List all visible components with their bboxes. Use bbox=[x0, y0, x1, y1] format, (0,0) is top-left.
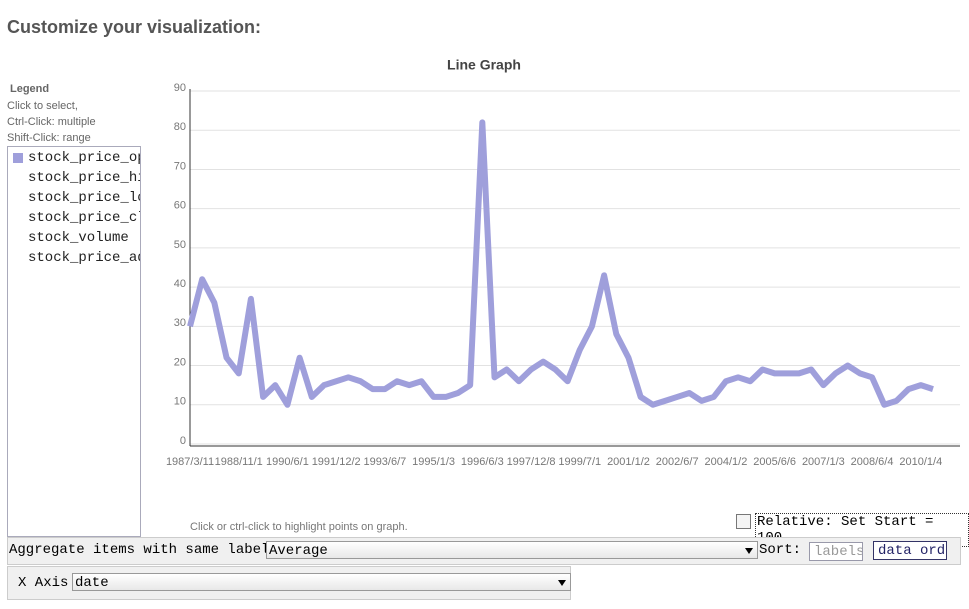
checkbox[interactable] bbox=[736, 514, 751, 529]
sort-label: Sort: bbox=[759, 542, 802, 558]
x-tick-label: 1990/6/1 bbox=[266, 456, 309, 468]
sort-button[interactable]: data orde bbox=[873, 541, 947, 560]
y-tick-label: 90 bbox=[174, 82, 186, 94]
y-tick-label: 40 bbox=[174, 278, 186, 290]
x-tick-label: 2007/1/3 bbox=[802, 456, 845, 468]
x-tick-label: 2004/1/2 bbox=[705, 456, 748, 468]
x-tick-label: 2008/6/4 bbox=[851, 456, 894, 468]
legend-item[interactable]: stock_price_hi bbox=[28, 170, 141, 186]
y-tick-label: 20 bbox=[174, 356, 186, 368]
x-axis-label: X Axis bbox=[18, 575, 69, 591]
chart-title: Line Graph bbox=[447, 57, 521, 73]
chart-hint: Click or ctrl-click to highlight points … bbox=[190, 521, 408, 533]
select-arrow bbox=[558, 580, 566, 586]
y-tick-label: 50 bbox=[174, 239, 186, 251]
x-tick-label: 2002/6/7 bbox=[656, 456, 699, 468]
y-tick-label: 10 bbox=[174, 396, 186, 408]
y-tick-label: 70 bbox=[174, 160, 186, 172]
x-tick-label: 1995/1/3 bbox=[412, 456, 455, 468]
legend-item[interactable]: stock_price_ad bbox=[28, 250, 141, 266]
x-tick-label: 1997/12/8 bbox=[507, 456, 556, 468]
select-value: date bbox=[75, 575, 109, 591]
legend-item[interactable]: stock_volume bbox=[28, 230, 129, 246]
x-tick-label: 2010/1/4 bbox=[899, 456, 942, 468]
legend-hint: Shift-Click: range bbox=[7, 132, 91, 144]
select-arrow bbox=[745, 548, 753, 554]
x-tick-label: 2005/6/6 bbox=[753, 456, 796, 468]
x-tick-label: 1999/7/1 bbox=[558, 456, 601, 468]
select-value: Average bbox=[269, 543, 328, 559]
aggregate-label: Aggregate items with same label: bbox=[9, 542, 278, 558]
legend-hint: Click to select, bbox=[7, 100, 78, 112]
x-tick-label: 1996/6/3 bbox=[461, 456, 504, 468]
x-axis-select[interactable]: date bbox=[72, 573, 571, 591]
legend-label: stock_price_op bbox=[28, 150, 141, 166]
x-tick-label: 1988/11/1 bbox=[215, 456, 263, 468]
y-tick-label: 0 bbox=[180, 435, 186, 447]
legend-item[interactable]: stock_price_op bbox=[8, 148, 140, 168]
y-tick-label: 80 bbox=[174, 121, 186, 133]
data-line bbox=[187, 119, 934, 408]
legend-swatch bbox=[13, 153, 23, 163]
x-tick-label: 2001/1/2 bbox=[607, 456, 650, 468]
y-tick-label: 60 bbox=[174, 200, 186, 212]
legend-item[interactable]: stock_price_lo bbox=[28, 190, 141, 206]
x-tick-label: 1987/3/11 bbox=[166, 456, 214, 468]
legend-hint: Ctrl-Click: multiple bbox=[7, 116, 96, 128]
y-tick-label: 30 bbox=[174, 317, 186, 329]
aggregate-select[interactable]: Average bbox=[266, 541, 758, 559]
sort-button[interactable]: labels bbox=[809, 542, 863, 561]
legend-item[interactable]: stock_price_cl bbox=[28, 210, 141, 226]
x-axis-bar: X Axis date bbox=[7, 566, 571, 600]
legend-title: Legend bbox=[10, 83, 50, 95]
toolbar: Aggregate items with same label: Average… bbox=[7, 537, 961, 565]
x-tick-label: 1991/12/2 bbox=[312, 456, 361, 468]
page-title: Customize your visualization: bbox=[7, 17, 262, 37]
x-tick-label: 1993/6/7 bbox=[363, 456, 406, 468]
legend-list: stock_price_op stock_price_hi stock_pric… bbox=[7, 146, 141, 537]
